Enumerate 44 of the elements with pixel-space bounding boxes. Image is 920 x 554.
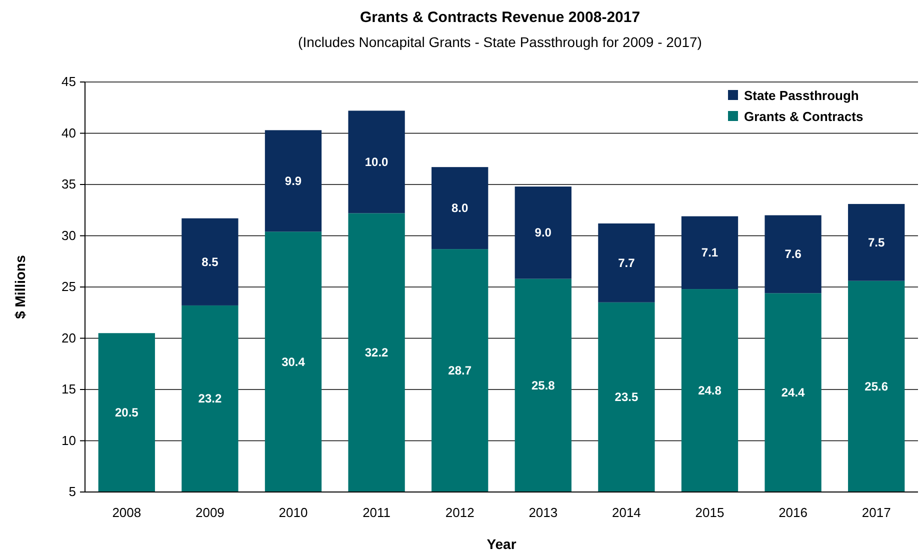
x-tick-label: 2009 xyxy=(195,505,224,520)
y-tick-label: 45 xyxy=(62,74,76,89)
x-tick-label: 2017 xyxy=(862,505,891,520)
data-label: 23.2 xyxy=(198,392,222,406)
data-label: 7.7 xyxy=(618,256,636,270)
data-label: 7.6 xyxy=(784,247,802,262)
x-tick-label: 2013 xyxy=(528,505,558,520)
x-tick-label: 2012 xyxy=(445,505,474,520)
data-label: 30.4 xyxy=(282,354,306,369)
y-tick-label: 30 xyxy=(62,228,76,243)
y-tick-label: 40 xyxy=(62,125,76,140)
data-label: 10.0 xyxy=(364,154,389,169)
legend-label: Grants & Contracts xyxy=(744,109,864,124)
y-tick-label: 20 xyxy=(62,330,76,346)
chart-subtitle: (Includes Noncapital Grants - State Passthrough for 2009 - 2017) xyxy=(298,34,702,50)
data-label: 7.5 xyxy=(868,235,886,250)
data-label: 9.0 xyxy=(534,226,552,240)
data-label: 24.4 xyxy=(781,386,806,400)
data-label: 32.2 xyxy=(364,346,389,360)
x-tick-label: 2011 xyxy=(362,505,391,520)
data-label: 8.5 xyxy=(202,254,219,269)
data-label: 7.1 xyxy=(701,246,718,260)
data-label: 25.8 xyxy=(531,378,556,392)
data-label: 24.8 xyxy=(698,384,722,398)
legend-label: State Passthrough xyxy=(744,88,859,103)
x-tick-label: 2008 xyxy=(112,505,142,520)
y-tick-label: 25 xyxy=(62,279,76,294)
data-label: 8.0 xyxy=(452,201,469,216)
y-tick-label: 10 xyxy=(62,432,76,448)
y-tick-label: 5 xyxy=(68,484,76,499)
x-axis-title: Year xyxy=(486,536,517,552)
data-label: 28.7 xyxy=(448,364,472,378)
y-tick-label: 35 xyxy=(62,176,76,192)
y-axis-title: $ Millions xyxy=(12,254,28,319)
x-tick-label: 2010 xyxy=(278,505,308,520)
data-label: 20.5 xyxy=(114,406,139,420)
data-label: 25.6 xyxy=(864,379,888,394)
y-tick-label: 15 xyxy=(62,382,76,396)
data-label: 23.5 xyxy=(614,390,638,404)
chart-title: Grants & Contracts Revenue 2008-2017 xyxy=(360,9,640,26)
x-tick-label: 2015 xyxy=(695,505,724,520)
x-tick-label: 2014 xyxy=(612,505,641,520)
data-label: 9.9 xyxy=(284,174,302,188)
x-tick-label: 2016 xyxy=(778,505,808,520)
